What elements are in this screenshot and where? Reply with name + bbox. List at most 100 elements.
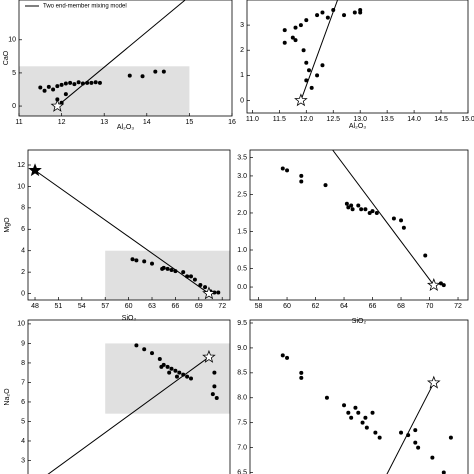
y-tick-label: 3 — [240, 22, 244, 29]
data-point — [140, 74, 145, 79]
data-point — [441, 283, 446, 288]
x-tick-label: 14 — [143, 119, 151, 126]
data-point — [282, 40, 287, 45]
data-point — [363, 415, 368, 420]
x-tick-label: 13.0 — [353, 116, 367, 123]
end-member-star — [202, 286, 216, 300]
data-point — [293, 38, 298, 43]
mixing-line — [300, 0, 339, 101]
panel: 48 51 54 57 60 63 66 69 72 0 2 4 6 8 10 12 SiO₂ MgO — [4, 149, 231, 322]
data-point — [150, 261, 155, 266]
x-axis-label: SiO₂ — [352, 318, 367, 325]
x-tick-label: 14.0 — [407, 116, 421, 123]
data-point — [68, 80, 73, 85]
end-member-star — [294, 93, 308, 107]
data-point — [352, 10, 357, 15]
axes-frame — [246, 0, 469, 114]
mixing-line — [47, 356, 210, 474]
y-tick-label: 12 — [17, 162, 25, 169]
y-tick-label: 2 — [240, 47, 244, 54]
x-tick-label: 16 — [228, 119, 236, 126]
data-point — [299, 179, 304, 184]
data-point — [130, 257, 135, 262]
data-point — [342, 13, 347, 18]
data-point — [89, 80, 94, 85]
data-point — [76, 80, 81, 85]
x-tick-label: 11.0 — [246, 116, 259, 123]
x-tick-label: 11.5 — [273, 116, 286, 123]
highlight-box — [19, 66, 190, 116]
y-tick-label: 1 — [240, 72, 244, 79]
data-point — [363, 207, 368, 212]
legend-label: Two end-member mixing model — [43, 4, 127, 10]
y-tick-label: 0.0 — [237, 284, 247, 291]
data-point — [51, 87, 56, 92]
data-point — [406, 433, 411, 438]
y-axis-label: CaO — [3, 50, 10, 65]
data-point — [127, 73, 132, 78]
data-point — [306, 68, 311, 73]
x-tick-label: 13 — [100, 119, 108, 126]
y-tick-label: 10 — [17, 321, 25, 328]
x-tick-label: 64 — [340, 303, 348, 310]
y-tick-label: 0.5 — [237, 265, 247, 272]
highlight-box — [105, 343, 230, 414]
data-point — [55, 84, 60, 89]
x-tick-label: 12.0 — [299, 116, 313, 123]
data-point — [356, 203, 361, 208]
y-tick-label: 0 — [21, 290, 25, 297]
data-point — [350, 207, 355, 212]
y-tick-label: 3 — [21, 457, 25, 464]
data-point — [367, 210, 372, 215]
data-point — [320, 10, 325, 15]
y-tick-label: 8.0 — [237, 395, 247, 402]
x-tick-label: 11 — [15, 119, 22, 126]
data-point — [320, 63, 325, 68]
data-point — [142, 347, 147, 352]
mixing-line — [34, 169, 210, 294]
y-axis-label: Na₂O — [4, 388, 11, 406]
data-point — [293, 25, 298, 30]
data-point — [391, 216, 396, 221]
y-tick-label: 2.5 — [237, 191, 247, 198]
x-tick-label: 51 — [55, 303, 63, 310]
axes-frame — [249, 149, 469, 301]
data-point — [377, 435, 382, 440]
data-point — [38, 85, 43, 90]
data-point — [346, 205, 351, 210]
data-point — [212, 384, 217, 389]
x-tick-label: 13.5 — [380, 116, 394, 123]
data-point — [441, 470, 446, 474]
data-point — [280, 353, 285, 358]
data-point — [438, 281, 443, 286]
axes-frame — [27, 149, 231, 301]
data-point — [413, 440, 418, 445]
data-point — [374, 210, 379, 215]
data-point — [401, 225, 406, 230]
data-point — [198, 283, 203, 287]
axes-frame — [18, 0, 233, 117]
data-point — [165, 364, 170, 369]
x-tick-label: 68 — [397, 303, 405, 310]
y-tick-label: 0 — [240, 97, 244, 104]
data-point — [416, 445, 421, 450]
data-point — [331, 8, 336, 13]
y-tick-label: 5 — [21, 418, 25, 425]
data-point — [315, 73, 320, 78]
data-point — [304, 18, 309, 23]
y-tick-label: 2.0 — [237, 210, 247, 217]
y-tick-label: 10 — [17, 183, 25, 190]
data-point — [212, 370, 217, 375]
data-point — [360, 420, 365, 425]
x-tick-label: 63 — [148, 303, 156, 310]
data-point — [214, 396, 219, 401]
data-point — [174, 374, 179, 379]
data-point — [299, 375, 304, 380]
data-point — [80, 81, 85, 86]
data-point — [210, 392, 215, 397]
data-point — [280, 166, 285, 171]
data-point — [285, 168, 290, 173]
data-point — [192, 277, 197, 282]
data-point — [373, 430, 378, 435]
data-point — [161, 69, 166, 74]
